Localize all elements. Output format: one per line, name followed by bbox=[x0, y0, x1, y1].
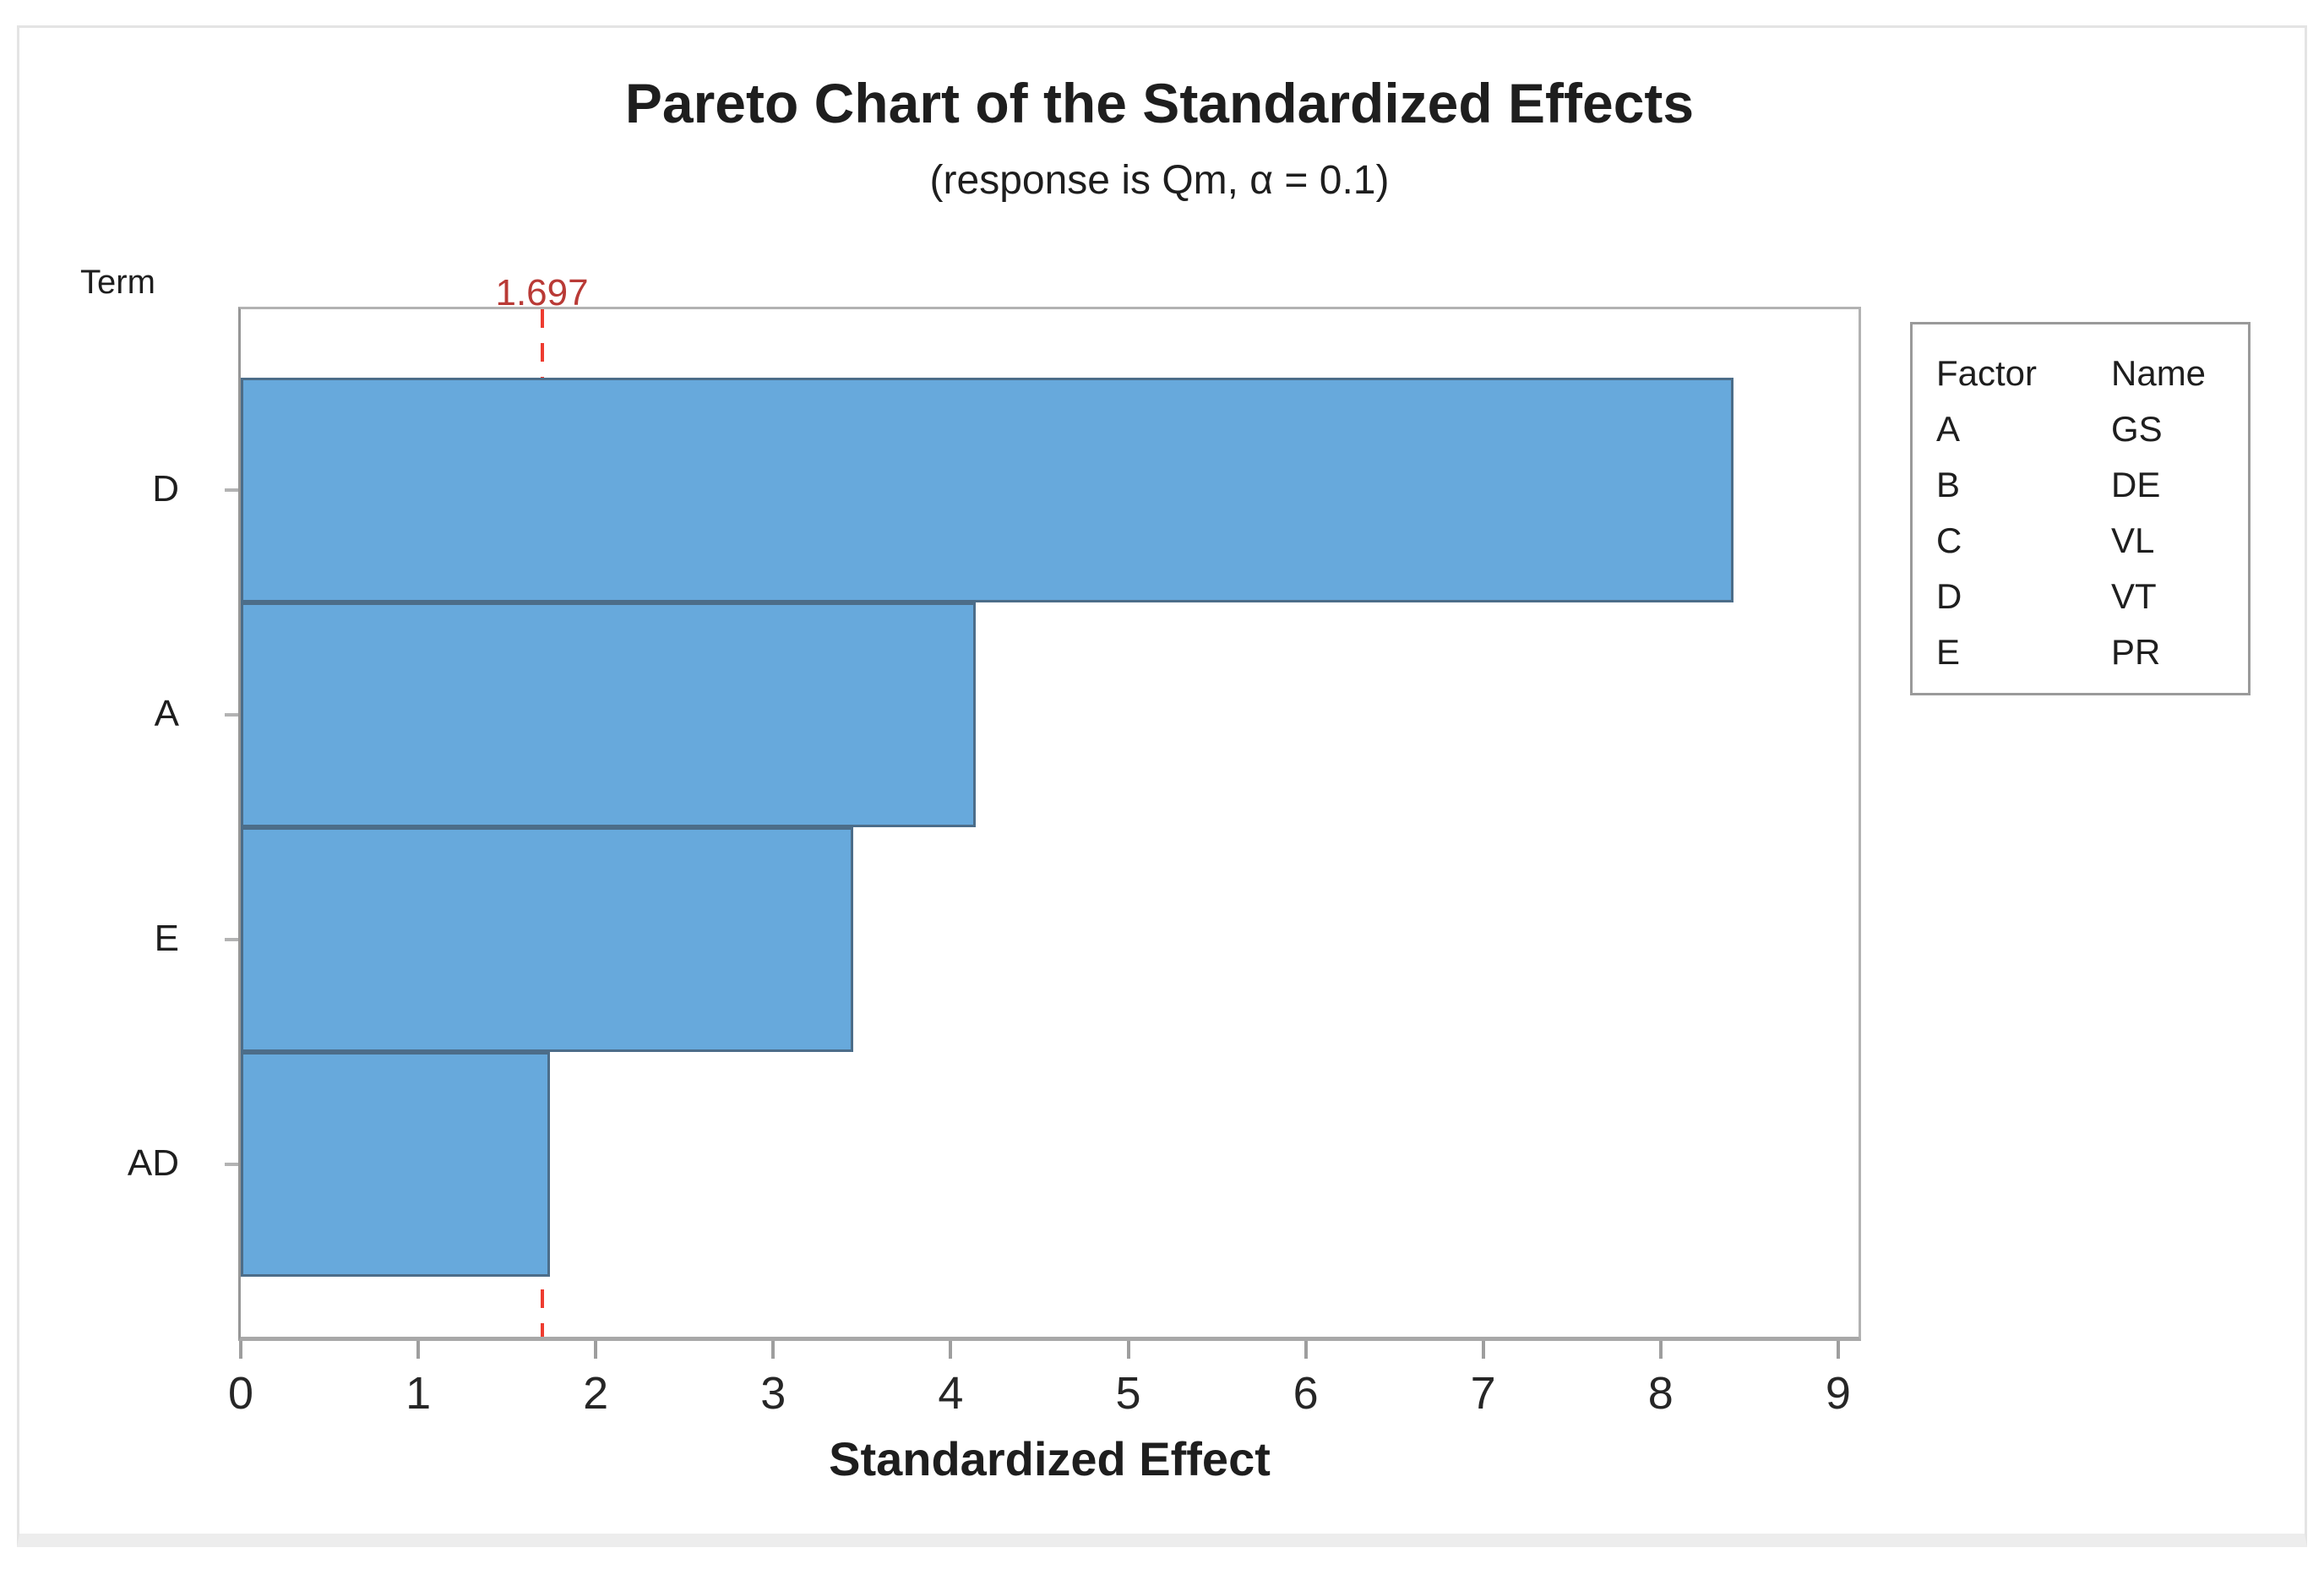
legend-box: Factor Name A GS B DE C VL D VT E PR bbox=[1910, 322, 2251, 695]
legend-row: D VT bbox=[1936, 576, 2248, 632]
y-tick bbox=[225, 1163, 238, 1166]
reference-line-label: 1.697 bbox=[495, 272, 589, 313]
x-tick-label: 3 bbox=[760, 1368, 786, 1419]
y-category-label: A bbox=[154, 693, 179, 734]
y-category-label: AD bbox=[127, 1142, 179, 1184]
x-tick-label: 1 bbox=[405, 1368, 432, 1419]
legend-factor: B bbox=[1936, 465, 1961, 504]
x-tick bbox=[949, 1341, 953, 1359]
legend-name: VT bbox=[2111, 576, 2157, 616]
bar-E bbox=[241, 827, 853, 1052]
bar-AD bbox=[241, 1052, 550, 1277]
legend-factor: D bbox=[1936, 576, 1962, 616]
legend-name: PR bbox=[2111, 632, 2161, 672]
legend-name: DE bbox=[2111, 465, 2161, 504]
y-tick bbox=[225, 938, 238, 941]
y-tick bbox=[225, 488, 238, 492]
x-tick-label: 0 bbox=[227, 1368, 254, 1419]
x-tick-label: 9 bbox=[1825, 1368, 1851, 1419]
x-tick-label: 6 bbox=[1293, 1368, 1319, 1419]
x-tick-label: 2 bbox=[583, 1368, 609, 1419]
x-tick bbox=[771, 1341, 776, 1359]
x-tick bbox=[1481, 1341, 1485, 1359]
y-category-label: D bbox=[152, 468, 179, 510]
legend-factor: A bbox=[1936, 409, 1961, 449]
x-tick bbox=[239, 1341, 242, 1359]
x-tick-label: 4 bbox=[938, 1368, 964, 1419]
legend-row: A GS bbox=[1936, 409, 2248, 465]
x-tick bbox=[1126, 1341, 1130, 1359]
x-tick bbox=[1304, 1341, 1308, 1359]
bar-A bbox=[241, 602, 976, 827]
x-axis-title: Standardized Effect bbox=[829, 1432, 1271, 1485]
y-axis-title: Term bbox=[80, 264, 155, 301]
legend-header-name: Name bbox=[2111, 353, 2207, 393]
plot-area bbox=[238, 307, 1861, 1341]
y-tick bbox=[225, 713, 238, 717]
legend-header-row: Factor Name bbox=[1936, 353, 2248, 409]
legend-factor: E bbox=[1936, 632, 1961, 672]
x-tick-label: 8 bbox=[1647, 1368, 1674, 1419]
chart-title: Pareto Chart of the Standardized Effects bbox=[624, 72, 1695, 134]
legend-factor: C bbox=[1936, 520, 1962, 560]
legend-row: C VL bbox=[1936, 520, 2248, 576]
x-tick bbox=[594, 1341, 598, 1359]
y-category-label: E bbox=[154, 918, 179, 959]
bar-D bbox=[241, 378, 1733, 602]
x-tick-label: 7 bbox=[1470, 1368, 1496, 1419]
legend-name: VL bbox=[2111, 520, 2155, 560]
x-tick bbox=[1658, 1341, 1663, 1359]
chart-subtitle: (response is Qm, α = 0.1) bbox=[929, 158, 1390, 203]
legend-row: B DE bbox=[1936, 465, 2248, 520]
x-tick-label: 5 bbox=[1115, 1368, 1141, 1419]
legend-row: E PR bbox=[1936, 632, 2248, 688]
x-tick bbox=[1836, 1341, 1840, 1359]
legend-name: GS bbox=[2111, 409, 2163, 449]
x-tick bbox=[416, 1341, 421, 1359]
legend-header-factor: Factor bbox=[1936, 353, 2038, 393]
